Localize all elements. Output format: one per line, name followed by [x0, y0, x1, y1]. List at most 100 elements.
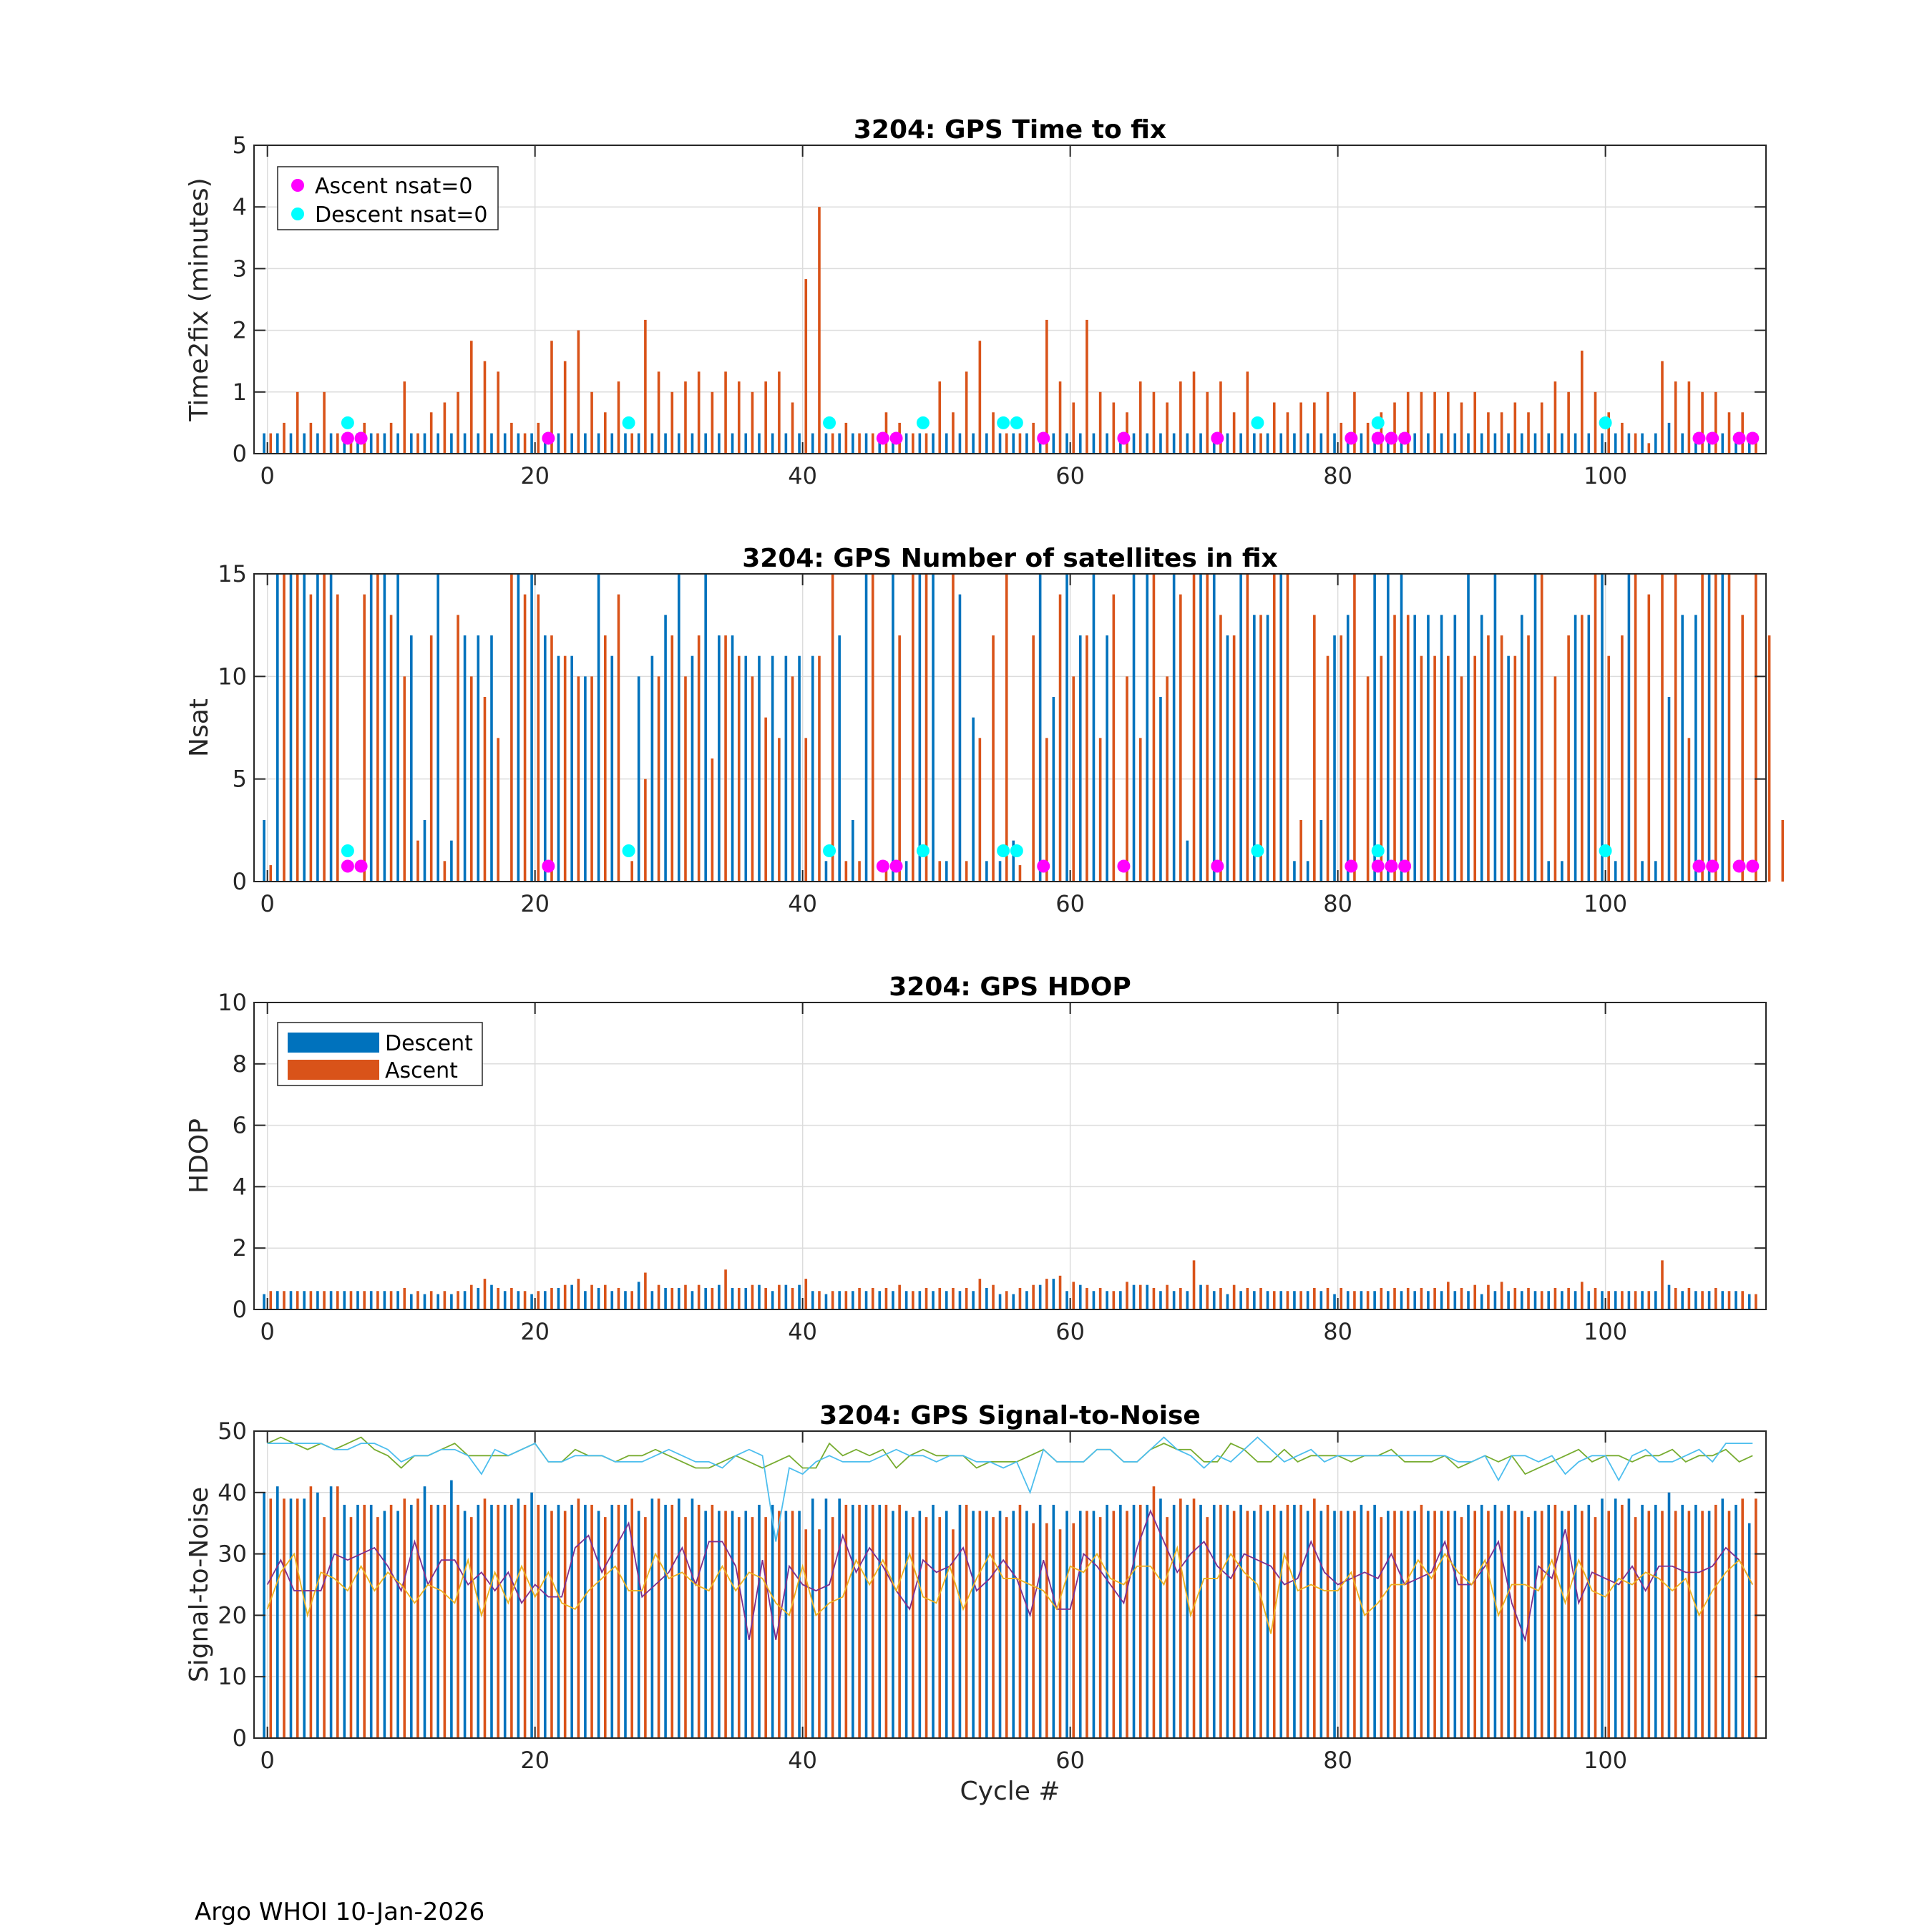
panel2-bar-ascent-33 [711, 758, 714, 882]
panel1-bar-descent-39 [784, 433, 788, 454]
panel1-bar-descent-18 [503, 433, 507, 454]
panel3-bar-ascent-85 [1406, 1287, 1410, 1309]
panel3-bar-descent-68 [1172, 1291, 1176, 1309]
panel3-bar-descent-107 [1694, 1291, 1697, 1309]
panel1-x-tick-label: 60 [1055, 462, 1085, 489]
panel3-bar-descent-58 [1038, 1284, 1042, 1309]
panel4-bar-ascent-44 [858, 1504, 861, 1738]
panel2-bar-descent-106 [1681, 615, 1684, 882]
panel3-bar-ascent-22 [563, 1284, 567, 1309]
panel2-marker-ascent-nsat0 [354, 859, 368, 873]
panel2-marker-ascent-nsat0 [542, 859, 555, 873]
panel3-bar-descent-24 [584, 1291, 587, 1309]
panel2-bar-descent-91 [1480, 615, 1483, 882]
panel3-y-tick-label: 4 [233, 1173, 247, 1200]
panel2-bar-ascent-16 [483, 697, 487, 882]
panel2-bar-descent-5 [329, 574, 333, 882]
panel3-bar-descent-55 [998, 1294, 1002, 1309]
panel1-bar-ascent-75 [1272, 402, 1276, 454]
panel4-bar-descent-109 [1721, 1498, 1724, 1738]
panel4-bar-ascent-84 [1393, 1511, 1396, 1738]
panel3-bar-descent-82 [1360, 1291, 1363, 1309]
panel1-bar-ascent-65 [1138, 381, 1142, 454]
panel3-y-axis-label: HDOP [185, 1118, 214, 1194]
panel2-bar-ascent-19 [523, 594, 527, 882]
panel2-marker-ascent-nsat0 [1037, 859, 1050, 873]
panel4-bar-descent-56 [1012, 1511, 1015, 1738]
panel1-bar-ascent-32 [697, 371, 701, 454]
panel1-bar-ascent-85 [1406, 391, 1410, 454]
panel1-bar-ascent-13 [443, 402, 447, 454]
panel1-bar-descent-86 [1413, 433, 1417, 454]
panel4-bar-descent-85 [1400, 1511, 1403, 1738]
panel4-bar-descent-110 [1735, 1504, 1737, 1738]
panel3-bar-descent-21 [543, 1291, 547, 1309]
panel1-bar-ascent-90 [1473, 391, 1477, 454]
panel3-bar-ascent-53 [978, 1279, 982, 1309]
legend-marker-descent [291, 208, 304, 220]
panel2-bar-descent-63 [1106, 635, 1108, 882]
panel4-bar-ascent-9 [389, 1504, 393, 1738]
panel1-bar-descent-102 [1627, 433, 1631, 454]
panel4-bar-ascent-23 [577, 1498, 580, 1738]
panel1-bar-ascent-17 [497, 371, 499, 454]
panel1-bar-descent-32 [691, 433, 694, 454]
panel1-bar-ascent-102 [1634, 433, 1637, 454]
panel3-bar-descent-103 [1641, 1291, 1644, 1309]
panel3-bar-ascent-64 [1126, 1282, 1128, 1309]
panel4-bar-descent-90 [1467, 1504, 1470, 1738]
panel1-bar-descent-19 [517, 433, 520, 454]
panel4-bar-descent-88 [1440, 1511, 1443, 1738]
panel4-bar-descent-91 [1480, 1504, 1483, 1738]
panel3-bar-descent-102 [1627, 1291, 1631, 1309]
panel2-bar-descent-24 [584, 676, 587, 882]
panel2-bar-descent-77 [1293, 861, 1296, 882]
panel2-bar-ascent-17 [497, 738, 499, 882]
panel2-bar-descent-15 [463, 635, 467, 882]
panel1-bar-descent-34 [718, 433, 721, 454]
panel3-bar-descent-62 [1092, 1291, 1096, 1309]
panel3-bar-ascent-19 [523, 1291, 527, 1309]
panel1-bar-ascent-105 [1674, 381, 1677, 454]
panel3-y-tick-label: 6 [233, 1112, 247, 1139]
panel4-snr-line-3 [267, 1436, 1753, 1475]
panel2-bar-ascent-27 [630, 861, 633, 882]
panel1-bar-descent-95 [1533, 433, 1537, 454]
panel1-bar-ascent-40 [804, 279, 808, 454]
panel4-bar-descent-16 [477, 1504, 480, 1738]
panel2-bar-descent-53 [972, 717, 975, 882]
panel1-bar-ascent-66 [1152, 391, 1156, 454]
panel2-bar-descent-61 [1078, 635, 1082, 882]
panel3-bar-descent-59 [1052, 1279, 1055, 1309]
panel3-bar-descent-8 [369, 1291, 373, 1309]
panel3-bar-descent-31 [677, 1287, 680, 1309]
legend-box [277, 166, 499, 230]
panel4-bar-ascent-72 [1232, 1511, 1236, 1738]
panel2-bar-descent-32 [691, 655, 694, 882]
panel4-bar-ascent-64 [1126, 1511, 1128, 1738]
panel2-marker-descent-nsat0 [1371, 844, 1385, 857]
panel2-marker-ascent-nsat0 [1385, 859, 1398, 873]
panel3-bar-ascent-7 [363, 1291, 366, 1309]
panel4-bar-ascent-58 [1045, 1523, 1048, 1738]
panel3-bar-ascent-26 [617, 1287, 620, 1309]
panel2-bar-ascent-49 [924, 574, 928, 882]
panel1-bar-descent-97 [1561, 433, 1563, 454]
panel2-bar-descent-98 [1574, 615, 1577, 882]
panel2-bar-ascent-12 [429, 635, 433, 882]
panel3-bar-descent-28 [637, 1282, 640, 1309]
panel4-bar-descent-84 [1387, 1511, 1390, 1738]
panel2-bar-descent-38 [771, 655, 774, 882]
panel3-bar-descent-94 [1521, 1291, 1523, 1309]
panel1-bar-ascent-88 [1447, 391, 1450, 454]
panel2-bar-ascent-79 [1326, 655, 1330, 882]
panel4-bar-descent-102 [1627, 1498, 1631, 1738]
panel2-bar-descent-109 [1721, 574, 1724, 882]
panel1-bar-ascent-96 [1553, 381, 1557, 454]
panel4-bar-descent-107 [1694, 1504, 1697, 1738]
panel3-bar-ascent-35 [737, 1287, 741, 1309]
panel1-x-tick-label: 20 [520, 462, 550, 489]
panel2-bar-ascent-86 [1420, 655, 1423, 882]
panel2-bar-descent-85 [1400, 574, 1403, 882]
panel4-bar-ascent-59 [1058, 1529, 1062, 1738]
